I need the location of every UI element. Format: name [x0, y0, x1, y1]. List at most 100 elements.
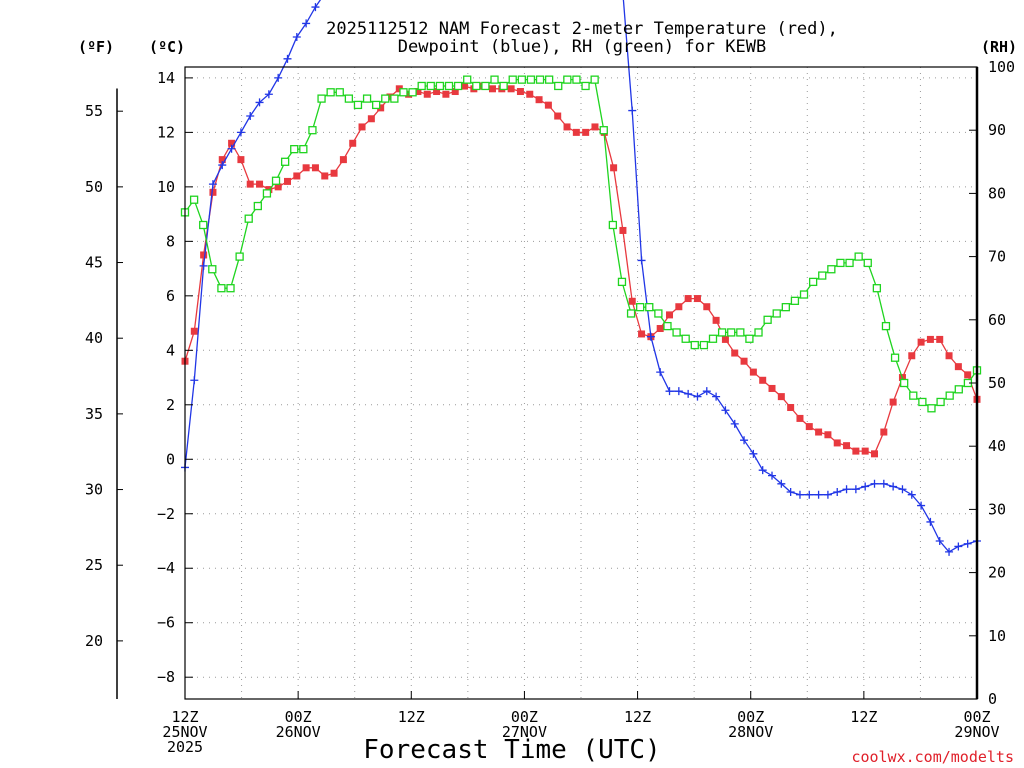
2-meter-temperature-point	[693, 295, 701, 303]
2-meter-temperature-point	[712, 316, 720, 324]
2-meter-temperature-point	[721, 335, 729, 343]
rh-point	[672, 328, 681, 337]
2-meter-temperature-point	[246, 180, 254, 188]
2-meter-temperature-point	[488, 85, 496, 93]
rh-point	[417, 81, 426, 91]
2-meter-temperature-point	[805, 423, 813, 431]
2-meter-temperature-line	[184, 85, 978, 455]
rh-point	[754, 328, 763, 337]
2-meter-temperature-point	[768, 384, 776, 392]
rh-point	[290, 145, 299, 154]
2-meter-temperature-point	[880, 428, 888, 436]
dewpoint-point	[218, 161, 227, 170]
dewpoint-point	[274, 73, 283, 82]
credit-text: coolwx.com/modelts	[851, 748, 1014, 766]
rh-point	[945, 391, 954, 400]
2-meter-temperature-point	[796, 414, 804, 422]
rh-tick-label: 60	[988, 311, 1006, 329]
rh-point	[727, 328, 736, 337]
rh-point	[271, 176, 281, 185]
rh-point	[799, 290, 809, 299]
rh-line	[184, 78, 978, 410]
dewpoint-point	[833, 487, 842, 496]
2-meter-temperature-point	[451, 88, 459, 96]
rh-point	[808, 277, 818, 287]
rh-point	[827, 265, 836, 274]
dewpoint-point	[935, 537, 944, 545]
rh-point	[772, 309, 781, 318]
2-meter-temperature-point	[591, 123, 599, 131]
rh-point	[900, 378, 909, 388]
2-meter-temperature-point	[656, 325, 664, 333]
dewpoint-point	[674, 387, 683, 396]
rh-point	[490, 75, 499, 84]
x-tick-label: 00Z	[737, 708, 764, 726]
x-axis-label: Forecast Time (UTC)	[363, 735, 660, 765]
rh-point	[890, 353, 900, 362]
2-meter-temperature-point	[190, 327, 198, 335]
2-meter-temperature-point	[889, 398, 897, 406]
rh-point	[362, 94, 372, 103]
2-meter-temperature-point	[964, 371, 972, 379]
dewpoint-point	[842, 485, 851, 494]
rh-point	[463, 75, 472, 84]
x-tick-label: 25NOV	[162, 723, 207, 741]
2-meter-temperature-point	[339, 156, 347, 164]
2-meter-temperature-point	[749, 368, 757, 376]
2-meter-temperature-point	[433, 88, 441, 96]
2-meter-temperature-point	[908, 352, 916, 360]
2-meter-temperature-point	[395, 85, 403, 93]
rh-point	[353, 100, 363, 110]
rh-axis-label: (RH)	[981, 38, 1017, 56]
rh-point	[699, 340, 709, 350]
x-tick-label: 12Z	[398, 708, 425, 726]
dewpoint-point	[246, 112, 255, 121]
dewpoint-point	[637, 256, 646, 265]
rh-point	[235, 252, 244, 261]
x-tick-label: 00Z	[963, 708, 990, 726]
rh-point	[390, 94, 399, 103]
dewpoint-point	[879, 479, 888, 488]
2-meter-temperature-point	[787, 404, 795, 412]
fahrenheit-axis-label: (ºF)	[78, 38, 114, 56]
plot-frame	[184, 66, 978, 700]
2-meter-temperature-point	[572, 128, 580, 136]
rh-point	[426, 81, 435, 91]
fahrenheit-tick-label: 50	[85, 178, 103, 196]
dewpoint-point	[283, 54, 292, 63]
dewpoint-point	[917, 501, 926, 510]
rh-point	[262, 189, 272, 198]
2-meter-temperature-point	[526, 90, 534, 98]
2-meter-temperature-point	[461, 82, 469, 90]
2-meter-temperature-point	[703, 303, 711, 311]
rh-point	[881, 321, 891, 331]
2-meter-temperature-point	[311, 164, 319, 172]
rh-point	[453, 81, 463, 91]
2-meter-temperature-point	[330, 169, 338, 177]
2-meter-temperature-point	[833, 439, 841, 447]
x-tick-label: 2025	[167, 738, 203, 756]
rh-point	[745, 334, 754, 343]
2-meter-temperature-point	[917, 338, 925, 346]
rh-point	[936, 397, 945, 407]
rh-tick-label: 30	[988, 500, 1006, 518]
rh-point	[499, 81, 508, 91]
rh-point	[663, 321, 672, 331]
celsius-tick-label: −8	[157, 668, 175, 686]
rh-point	[690, 340, 699, 350]
rh-tick-label: 0	[988, 690, 997, 708]
dewpoint-point	[805, 490, 814, 499]
dewpoint-point	[264, 90, 273, 99]
rh-point	[399, 88, 408, 97]
dewpoint-point	[851, 485, 860, 494]
rh-point	[326, 88, 335, 97]
dewpoint-point	[823, 490, 832, 499]
rh-point	[299, 145, 308, 154]
rh-point	[818, 271, 827, 280]
fahrenheit-tick-label: 40	[85, 329, 103, 347]
2-meter-temperature-point	[824, 431, 832, 439]
rh-point	[572, 75, 581, 84]
2-meter-temperature-point	[358, 123, 366, 131]
rh-point	[199, 220, 208, 230]
2-meter-temperature-point	[926, 335, 934, 343]
